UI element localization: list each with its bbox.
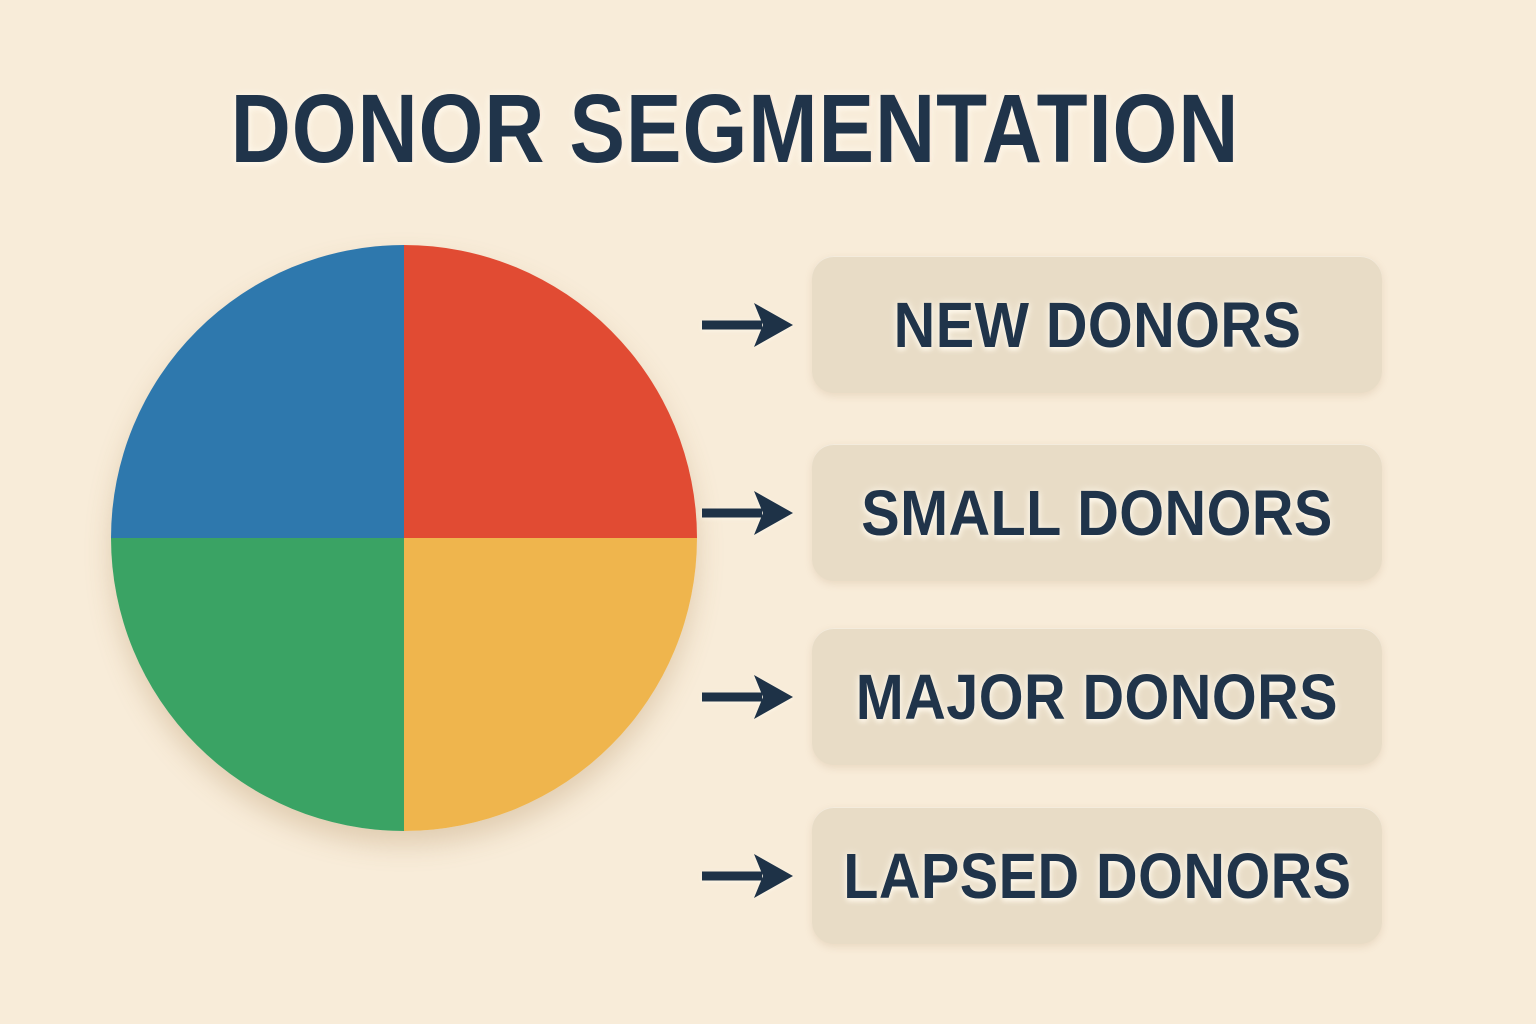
segment-label-card: SMALL DONORS [812, 444, 1382, 581]
segment-row: MAJOR DONORS [700, 628, 1382, 765]
segment-row: NEW DONORS [700, 256, 1382, 393]
segment-row: SMALL DONORS [700, 444, 1382, 581]
right-arrow-icon [702, 490, 793, 535]
segment-row: LAPSED DONORS [700, 807, 1382, 944]
donor-pie-chart [111, 245, 697, 831]
segment-label: LAPSED DONORS [842, 839, 1352, 912]
right-arrow-icon [702, 853, 793, 898]
segment-label-card: NEW DONORS [812, 256, 1382, 393]
segment-label: SMALL DONORS [861, 476, 1333, 549]
segment-label: NEW DONORS [893, 288, 1301, 361]
chart-title: DONOR SEGMENTATION [230, 74, 1240, 183]
segment-label-card: MAJOR DONORS [812, 628, 1382, 765]
right-arrow-icon [702, 302, 793, 347]
right-arrow-icon [702, 674, 793, 719]
segment-label-card: LAPSED DONORS [812, 807, 1382, 944]
segment-label: MAJOR DONORS [855, 660, 1339, 733]
